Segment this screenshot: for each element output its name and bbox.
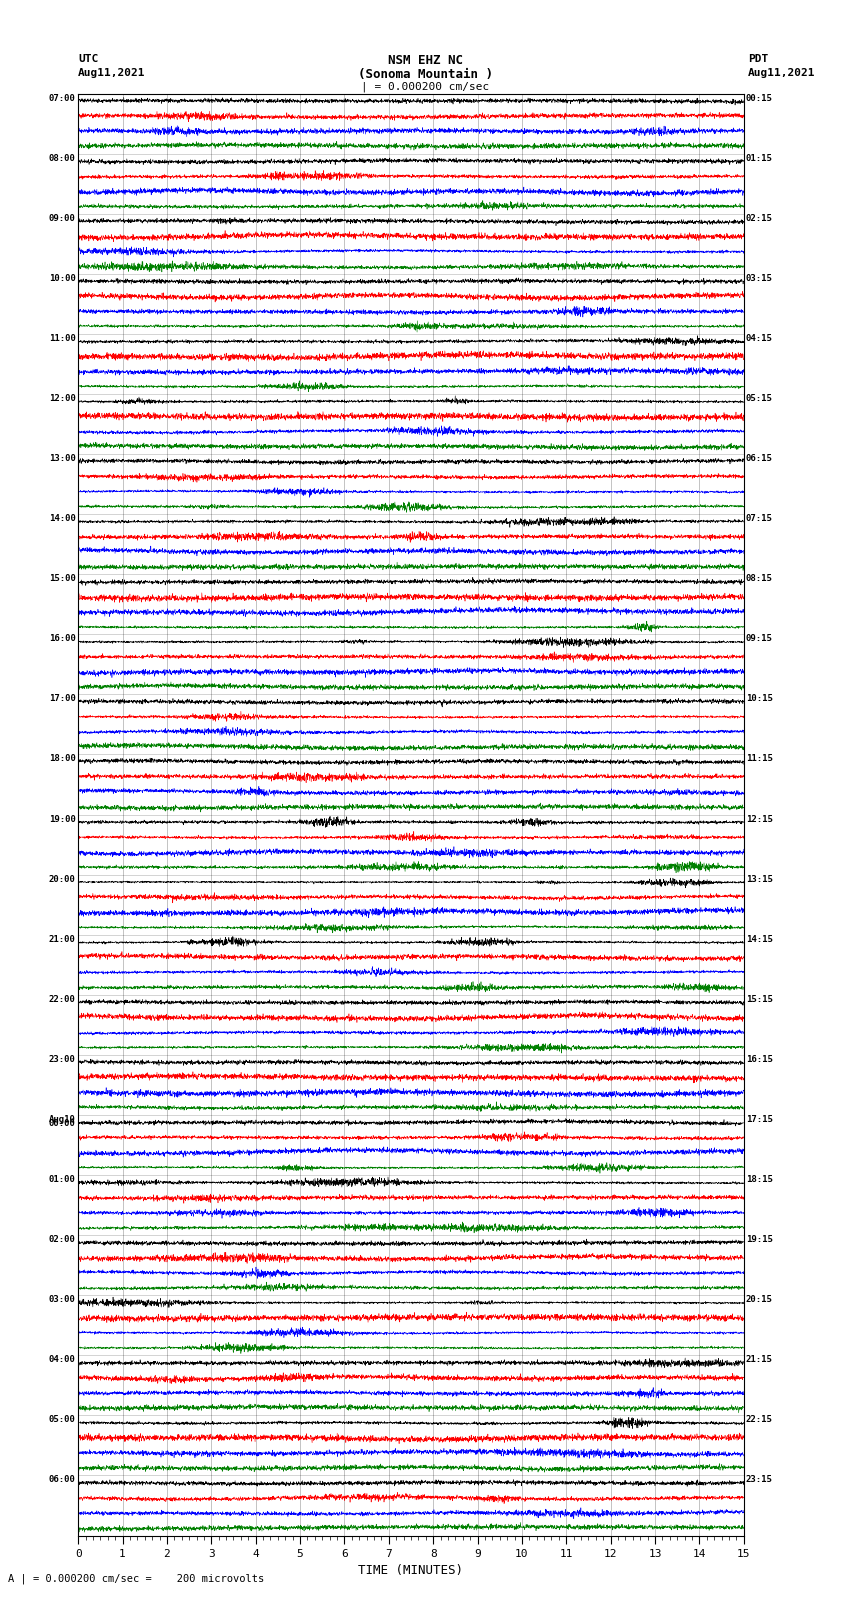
Text: 08:15: 08:15 bbox=[745, 574, 773, 584]
Text: 18:00: 18:00 bbox=[48, 755, 76, 763]
Text: 18:15: 18:15 bbox=[745, 1174, 773, 1184]
Text: 21:00: 21:00 bbox=[48, 936, 76, 944]
Text: A | = 0.000200 cm/sec =    200 microvolts: A | = 0.000200 cm/sec = 200 microvolts bbox=[8, 1573, 264, 1584]
Text: 14:00: 14:00 bbox=[48, 515, 76, 523]
Text: 13:15: 13:15 bbox=[745, 874, 773, 884]
Text: 10:15: 10:15 bbox=[745, 695, 773, 703]
Text: 20:15: 20:15 bbox=[745, 1295, 773, 1305]
Text: 04:00: 04:00 bbox=[48, 1355, 76, 1365]
Text: 00:00: 00:00 bbox=[48, 1119, 76, 1129]
Text: 13:00: 13:00 bbox=[48, 455, 76, 463]
Text: 05:15: 05:15 bbox=[745, 394, 773, 403]
Text: PDT: PDT bbox=[748, 53, 768, 65]
Text: 06:00: 06:00 bbox=[48, 1476, 76, 1484]
Text: 11:00: 11:00 bbox=[48, 334, 76, 344]
Text: 23:15: 23:15 bbox=[745, 1476, 773, 1484]
Text: 16:00: 16:00 bbox=[48, 634, 76, 644]
Text: 12:15: 12:15 bbox=[745, 815, 773, 824]
Text: Aug10: Aug10 bbox=[48, 1115, 76, 1124]
Text: Aug11,2021: Aug11,2021 bbox=[748, 68, 815, 77]
Text: 03:00: 03:00 bbox=[48, 1295, 76, 1305]
Text: 02:15: 02:15 bbox=[745, 215, 773, 223]
Text: (Sonoma Mountain ): (Sonoma Mountain ) bbox=[358, 68, 492, 81]
Text: 10:00: 10:00 bbox=[48, 274, 76, 282]
Text: 14:15: 14:15 bbox=[745, 936, 773, 944]
Text: 02:00: 02:00 bbox=[48, 1236, 76, 1244]
Text: 19:00: 19:00 bbox=[48, 815, 76, 824]
Text: 21:15: 21:15 bbox=[745, 1355, 773, 1365]
Text: 01:00: 01:00 bbox=[48, 1174, 76, 1184]
Text: 00:15: 00:15 bbox=[745, 94, 773, 103]
Text: 07:00: 07:00 bbox=[48, 94, 76, 103]
Text: 11:15: 11:15 bbox=[745, 755, 773, 763]
Text: 15:00: 15:00 bbox=[48, 574, 76, 584]
X-axis label: TIME (MINUTES): TIME (MINUTES) bbox=[359, 1565, 463, 1578]
Text: 04:15: 04:15 bbox=[745, 334, 773, 344]
Text: 16:15: 16:15 bbox=[745, 1055, 773, 1065]
Text: 09:00: 09:00 bbox=[48, 215, 76, 223]
Text: 22:00: 22:00 bbox=[48, 995, 76, 1003]
Text: 08:00: 08:00 bbox=[48, 153, 76, 163]
Text: 09:15: 09:15 bbox=[745, 634, 773, 644]
Text: 23:00: 23:00 bbox=[48, 1055, 76, 1065]
Text: 12:00: 12:00 bbox=[48, 394, 76, 403]
Text: UTC: UTC bbox=[78, 53, 99, 65]
Text: 17:15: 17:15 bbox=[745, 1115, 773, 1124]
Text: 07:15: 07:15 bbox=[745, 515, 773, 523]
Text: 19:15: 19:15 bbox=[745, 1236, 773, 1244]
Text: 20:00: 20:00 bbox=[48, 874, 76, 884]
Text: Aug11,2021: Aug11,2021 bbox=[78, 68, 145, 77]
Text: 01:15: 01:15 bbox=[745, 153, 773, 163]
Text: 17:00: 17:00 bbox=[48, 695, 76, 703]
Text: 22:15: 22:15 bbox=[745, 1416, 773, 1424]
Text: 06:15: 06:15 bbox=[745, 455, 773, 463]
Text: | = 0.000200 cm/sec: | = 0.000200 cm/sec bbox=[361, 82, 489, 92]
Text: 05:00: 05:00 bbox=[48, 1416, 76, 1424]
Text: NSM EHZ NC: NSM EHZ NC bbox=[388, 53, 462, 68]
Text: 03:15: 03:15 bbox=[745, 274, 773, 282]
Text: 15:15: 15:15 bbox=[745, 995, 773, 1003]
